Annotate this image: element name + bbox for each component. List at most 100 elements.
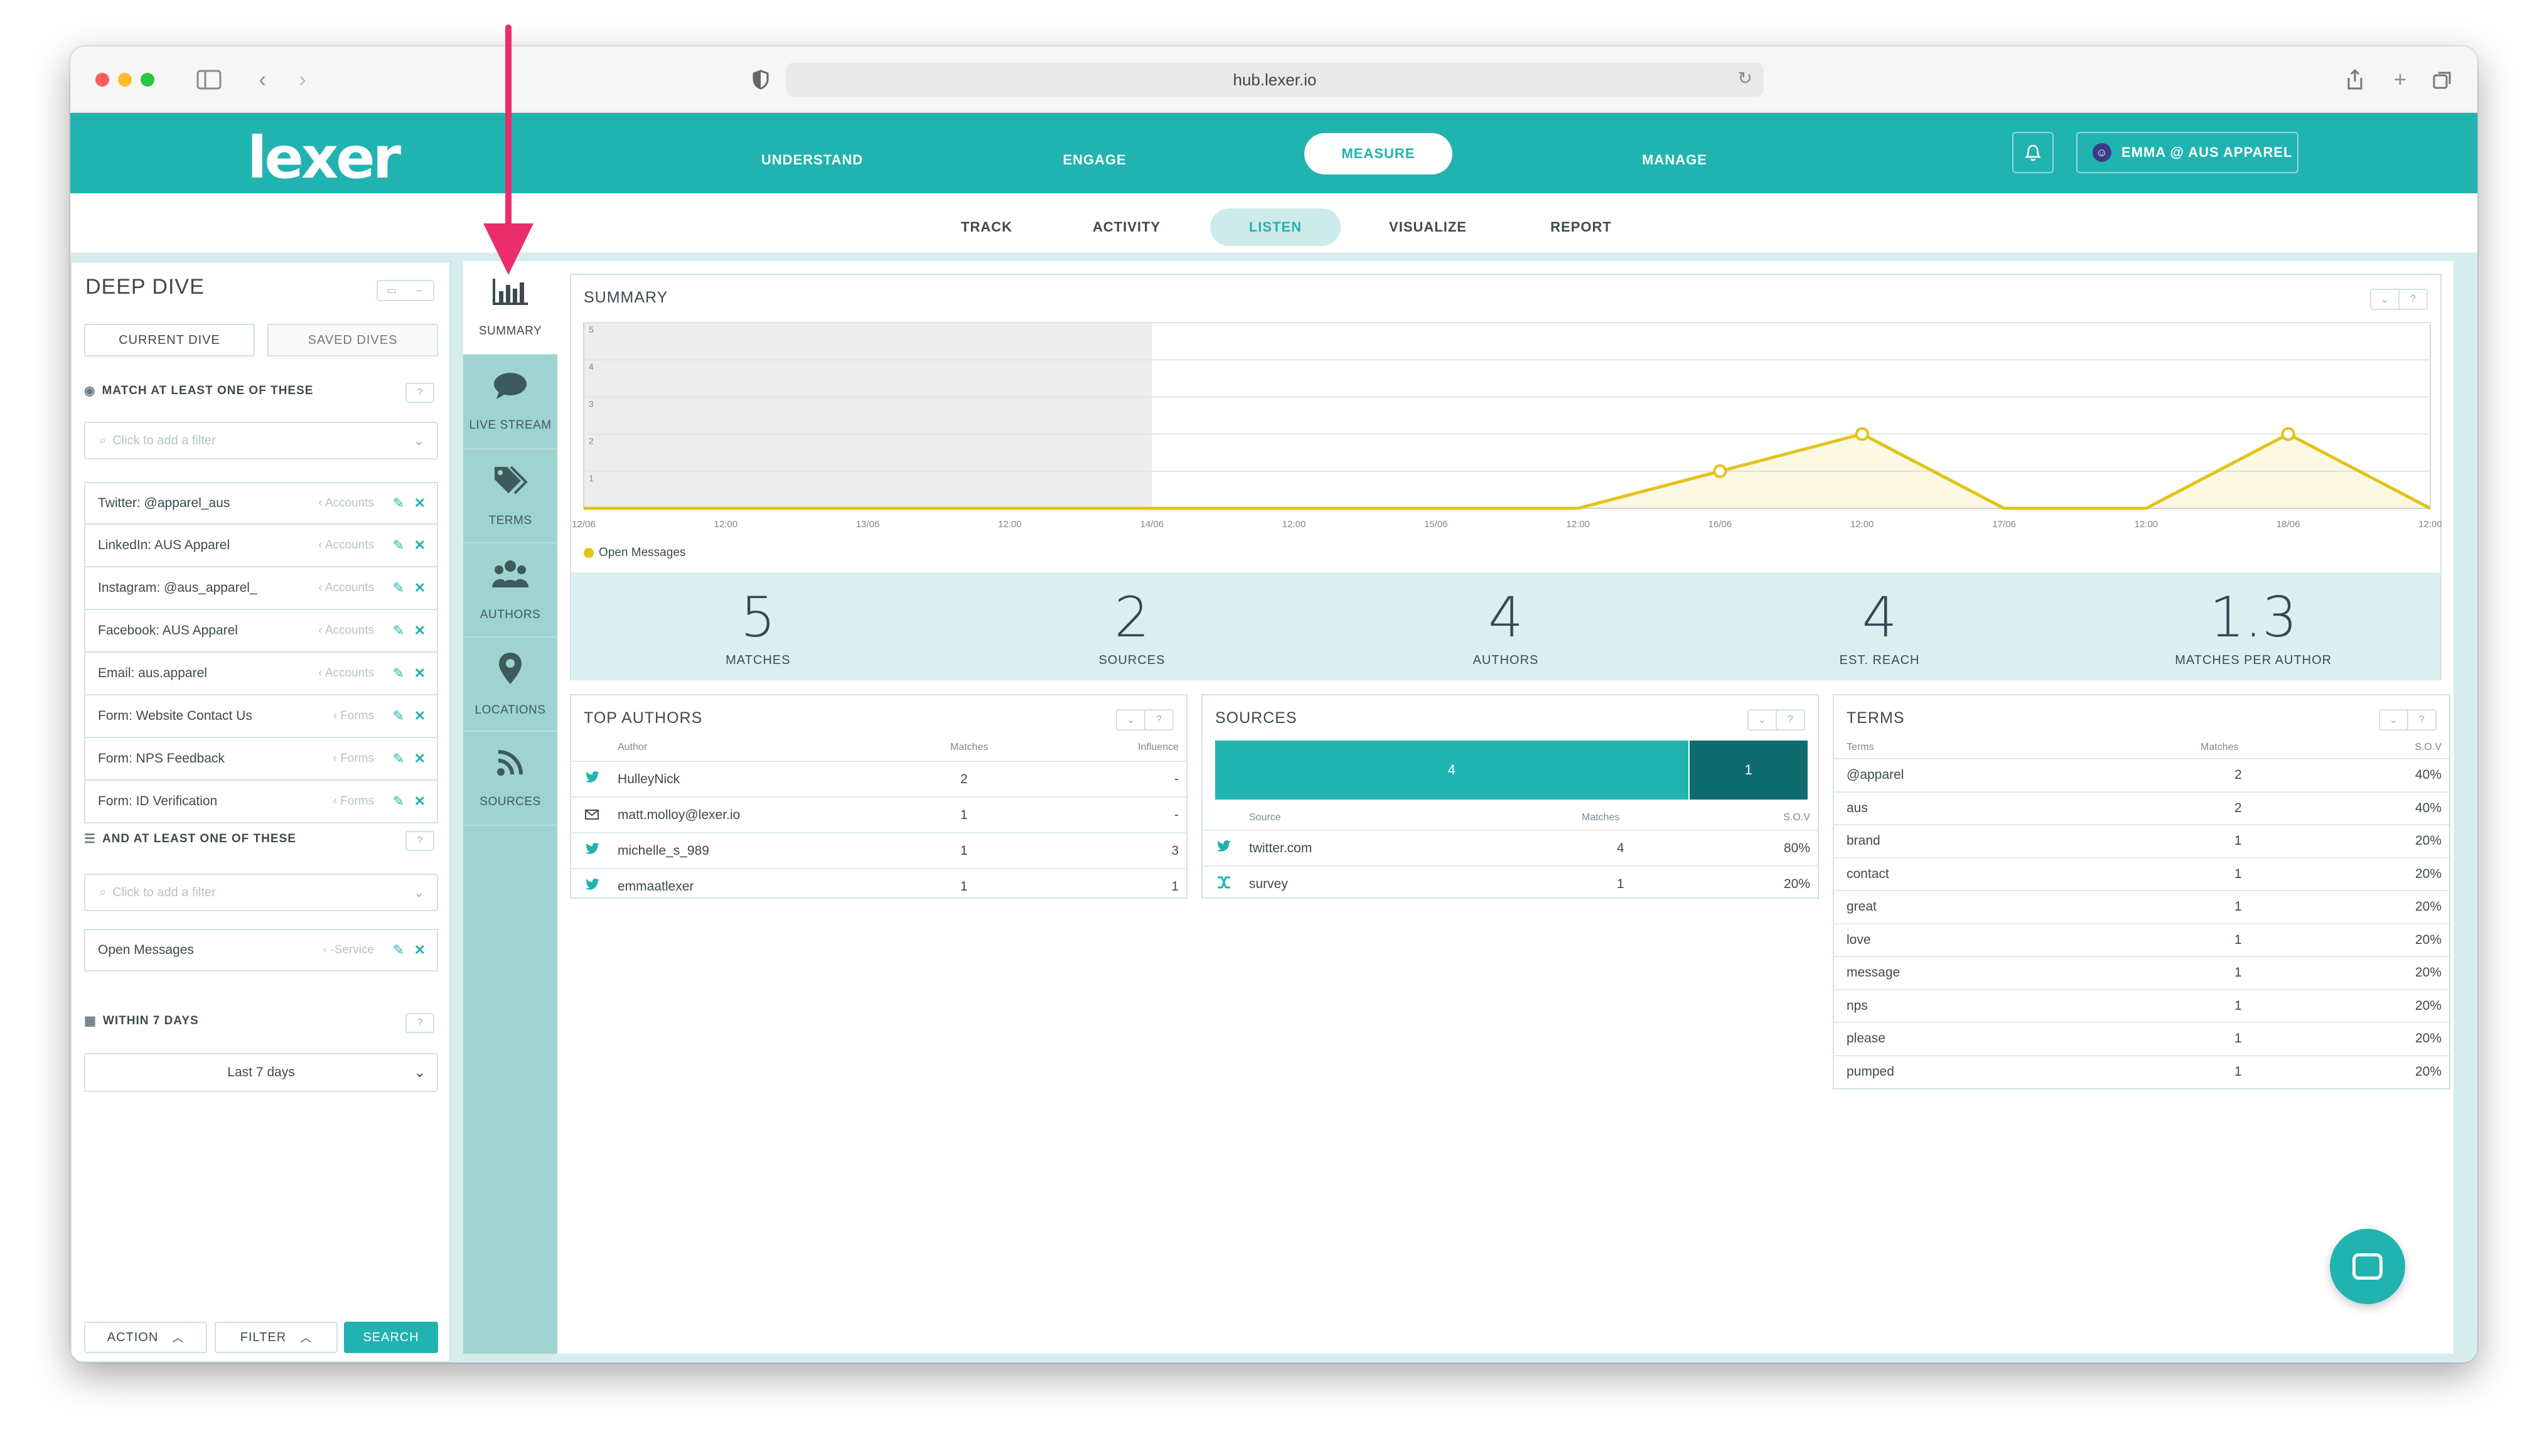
edit-icon[interactable]: ✎ [392, 623, 404, 638]
term-label[interactable]: aus [1847, 800, 1868, 815]
edit-icon[interactable]: ✎ [392, 495, 404, 511]
term-label[interactable]: nps [1847, 998, 1868, 1013]
table-row[interactable]: nps 1 20% [1834, 988, 2449, 1022]
filter-button[interactable]: FILTER ︿ [215, 1322, 338, 1353]
table-row[interactable]: contact 1 20% [1834, 857, 2449, 890]
address-bar[interactable]: hub.lexer.io ↻ [786, 63, 1764, 97]
lexer-logo[interactable]: lexer [247, 124, 401, 191]
table-row[interactable]: message 1 20% [1834, 956, 2449, 988]
chevron-down-icon[interactable]: ⌄ [2380, 710, 2408, 729]
term-label[interactable]: @apparel [1847, 768, 1904, 782]
remove-icon[interactable]: ✕ [414, 623, 426, 638]
minimize-window-button[interactable] [118, 73, 132, 87]
help-button[interactable]: ? [405, 383, 434, 403]
data-point[interactable] [2281, 427, 2295, 441]
edit-icon[interactable]: ✎ [392, 793, 404, 809]
chevron-down-icon[interactable]: ⌄ [1117, 710, 1145, 729]
filter-row[interactable]: Form: Website Contact Us ‹ Forms ✎ ✕ [84, 695, 438, 738]
date-range-select[interactable]: Last 7 days ⌄ [84, 1053, 438, 1092]
filter-row[interactable]: Form: ID Verification ‹ Forms ✎ ✕ [84, 781, 438, 823]
tab-listen[interactable]: LISTEN [1210, 208, 1341, 246]
close-window-button[interactable] [95, 73, 109, 87]
filter-row[interactable]: Facebook: AUS Apparel ‹ Accounts ✎ ✕ [84, 610, 438, 653]
edit-icon[interactable]: ✎ [392, 665, 404, 681]
side-nav-live-stream[interactable]: LIVE STREAM [463, 355, 557, 449]
data-point[interactable] [1713, 464, 1727, 478]
collapse-icon[interactable]: ▭ [387, 286, 397, 296]
help-button[interactable]: ? [405, 831, 434, 851]
remove-icon[interactable]: ✕ [414, 793, 426, 809]
remove-icon[interactable]: ✕ [414, 751, 426, 766]
table-row[interactable]: michelle_s_989 1 3 [571, 832, 1186, 868]
edit-icon[interactable]: ✎ [392, 537, 404, 553]
edit-icon[interactable]: ✎ [392, 942, 404, 958]
nav-understand[interactable]: UNDERSTAND [761, 152, 864, 168]
table-row[interactable]: @apparel 2 40% [1834, 758, 2449, 791]
table-row[interactable]: please 1 20% [1834, 1022, 2449, 1054]
side-nav-terms[interactable]: TERMS [463, 449, 557, 543]
table-row[interactable]: aus 2 40% [1834, 791, 2449, 824]
nav-measure[interactable]: MEASURE [1304, 133, 1452, 174]
table-row[interactable]: survey 1 20% [1203, 865, 1818, 901]
term-label[interactable]: love [1847, 932, 1871, 947]
filter-row[interactable]: Form: NPS Feedback ‹ Forms ✎ ✕ [84, 738, 438, 781]
tab-saved-dives[interactable]: SAVED DIVES [267, 324, 438, 356]
sov-segment[interactable]: 1 [1689, 741, 1808, 800]
remove-icon[interactable]: ✕ [414, 537, 426, 553]
tab-overview-icon[interactable] [2430, 64, 2455, 95]
table-row[interactable]: brand 1 20% [1834, 824, 2449, 857]
table-row[interactable]: twitter.com 4 80% [1203, 830, 1818, 865]
data-point[interactable] [1855, 427, 1869, 441]
filter-row[interactable]: Twitter: @apparel_aus ‹ Accounts ✎ ✕ [84, 482, 438, 525]
nav-manage[interactable]: MANAGE [1642, 152, 1707, 168]
author-name[interactable]: michelle_s_989 [618, 843, 709, 858]
zoom-window-button[interactable] [141, 73, 154, 87]
chevron-down-icon[interactable]: ⌄ [2371, 290, 2400, 309]
side-nav-sources[interactable]: SOURCES [463, 732, 557, 826]
tab-current-dive[interactable]: CURRENT DIVE [84, 324, 255, 356]
table-row[interactable]: love 1 20% [1834, 923, 2449, 956]
side-nav-locations[interactable]: LOCATIONS [463, 638, 557, 732]
help-button[interactable]: ? [405, 1013, 434, 1033]
help-icon[interactable]: ? [1156, 714, 1162, 725]
sov-segment[interactable]: 4 [1215, 741, 1688, 800]
match-filter-input[interactable]: ⌕ Click to add a filter ⌄ [84, 422, 438, 459]
table-row[interactable]: HulleyNick 2 - [571, 761, 1186, 796]
term-label[interactable]: great [1847, 899, 1877, 914]
term-label[interactable]: contact [1847, 866, 1889, 881]
table-row[interactable]: emmaatlexer 1 1 [571, 868, 1186, 904]
nav-engage[interactable]: ENGAGE [1063, 152, 1127, 168]
search-button[interactable]: SEARCH [344, 1322, 438, 1353]
chevron-down-icon[interactable]: ⌄ [1749, 710, 1777, 729]
remove-icon[interactable]: ✕ [414, 495, 426, 511]
remove-icon[interactable]: ✕ [414, 580, 426, 596]
action-button[interactable]: ACTION ︿ [84, 1322, 207, 1353]
filter-row[interactable]: Email: aus.apparel ‹ Accounts ✎ ✕ [84, 653, 438, 695]
filter-row[interactable]: LinkedIn: AUS Apparel ‹ Accounts ✎ ✕ [84, 525, 438, 567]
help-icon[interactable]: ? [1788, 714, 1793, 725]
term-label[interactable]: pumped [1847, 1064, 1894, 1079]
side-nav-summary[interactable]: SUMMARY [463, 261, 557, 355]
edit-icon[interactable]: ✎ [392, 751, 404, 766]
help-icon[interactable]: ? [2410, 294, 2416, 304]
minimize-icon[interactable]: – [416, 285, 422, 296]
term-label[interactable]: message [1847, 965, 1901, 980]
source-name[interactable]: survey [1249, 876, 1288, 891]
filter-row[interactable]: Open Messages ‹ -Service ✎ ✕ [84, 929, 438, 972]
author-name[interactable]: emmaatlexer [618, 879, 694, 894]
edit-icon[interactable]: ✎ [392, 708, 404, 724]
source-name[interactable]: twitter.com [1249, 840, 1312, 855]
term-label[interactable]: please [1847, 1031, 1885, 1046]
back-icon[interactable]: ‹ [259, 67, 266, 92]
author-name[interactable]: HulleyNick [618, 771, 680, 786]
tab-report[interactable]: REPORT [1550, 219, 1612, 235]
table-row[interactable]: great 1 20% [1834, 890, 2449, 923]
remove-icon[interactable]: ✕ [414, 665, 426, 681]
forward-icon[interactable]: › [299, 67, 306, 92]
share-icon[interactable] [2342, 64, 2367, 95]
tab-visualize[interactable]: VISUALIZE [1389, 219, 1467, 235]
user-menu[interactable]: ☺ EMMA @ AUS APPAREL [2076, 132, 2298, 173]
and-filter-input[interactable]: ⌕ Click to add a filter ⌄ [84, 874, 438, 911]
filter-row[interactable]: Instagram: @aus_apparel_ ‹ Accounts ✎ ✕ [84, 567, 438, 610]
edit-icon[interactable]: ✎ [392, 580, 404, 596]
